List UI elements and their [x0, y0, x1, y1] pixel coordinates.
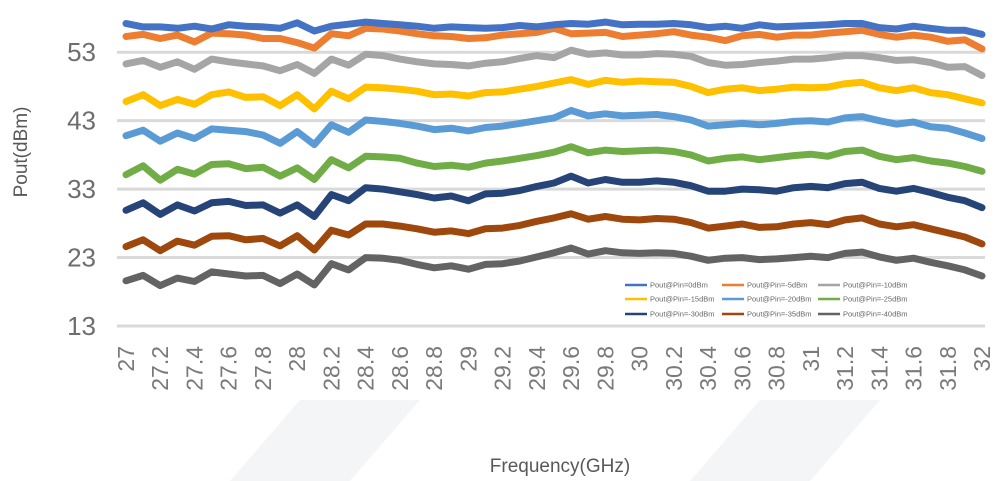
x-tick-label: 27.2 — [147, 346, 173, 391]
series-line — [122, 76, 986, 113]
x-tick-label: 28.4 — [353, 346, 379, 391]
x-tick-label: 29.8 — [592, 346, 618, 391]
y-tick-label: 43 — [67, 106, 96, 136]
y-tick-label: 33 — [67, 174, 96, 204]
legend-label: Pout@Pin=-20dBm — [747, 295, 812, 304]
series-line — [122, 244, 986, 290]
legend-label: Pout@Pin=-30dBm — [650, 310, 715, 319]
x-tick-label: 27.8 — [250, 346, 276, 391]
y-tick-label: 13 — [67, 311, 96, 341]
legend-label: Pout@Pin=-15dBm — [650, 295, 715, 304]
x-tick-label: 28 — [284, 346, 310, 372]
x-tick-label: 30.4 — [695, 346, 721, 391]
series-line — [122, 210, 986, 255]
x-tick-label: 32 — [969, 346, 995, 372]
y-axis-label: Pout(dBm) — [11, 107, 32, 198]
plot-series — [122, 18, 986, 290]
x-tick-label: 27.6 — [216, 346, 242, 391]
x-tick-label: 28.8 — [421, 346, 447, 391]
x-tick-label: 29.6 — [558, 346, 584, 391]
x-tick-label: 28.6 — [387, 346, 413, 391]
series-line — [122, 46, 986, 79]
series-line — [122, 143, 986, 184]
x-tick-label: 28.2 — [318, 346, 344, 391]
watermark-shape — [690, 400, 880, 481]
legend-label: Pout@Pin=-25dBm — [843, 295, 908, 304]
x-tick-label: 27 — [113, 346, 139, 372]
x-tick-label: 31.6 — [901, 346, 927, 391]
legend-label: Pout@Pin=-10dBm — [843, 281, 908, 290]
x-tick-label: 30.8 — [764, 346, 790, 391]
x-tick-label: 31.8 — [935, 346, 961, 391]
x-tick-label: 29.4 — [524, 346, 550, 391]
y-tick-label: 23 — [67, 243, 96, 273]
y-axis-ticks: 13 23 33 43 53 — [67, 37, 96, 341]
y-tick-label: 53 — [67, 37, 96, 67]
watermark-shape — [230, 400, 420, 481]
series-line — [122, 172, 986, 220]
series-line — [122, 18, 986, 38]
x-axis-label: Frequency(GHz) — [490, 456, 630, 477]
x-tick-label: 31 — [798, 346, 824, 372]
legend: Pout@Pin=0dBm Pout@Pin=-5dBm Pout@Pin=-10d… — [625, 281, 908, 319]
x-tick-label: 30.2 — [661, 346, 687, 391]
x-tick-label: 29.2 — [490, 346, 516, 391]
series-line — [122, 106, 986, 149]
x-tick-label: 30.6 — [729, 346, 755, 391]
legend-label: Pout@Pin=-35dBm — [747, 310, 812, 319]
x-tick-label: 30 — [627, 346, 653, 372]
x-axis-ticks: 27 27.2 27.4 27.6 27.8 28 28.2 28.4 28.6 28.8 29 29… — [113, 346, 995, 391]
x-tick-label: 31.4 — [866, 346, 892, 391]
legend-label: Pout@Pin=0dBm — [650, 281, 708, 290]
legend-label: Pout@Pin=-5dBm — [747, 281, 807, 290]
legend-label: Pout@Pin=-40dBm — [843, 310, 908, 319]
x-tick-label: 27.4 — [181, 346, 207, 391]
x-tick-label: 29 — [455, 346, 481, 372]
x-tick-label: 31.2 — [832, 346, 858, 391]
